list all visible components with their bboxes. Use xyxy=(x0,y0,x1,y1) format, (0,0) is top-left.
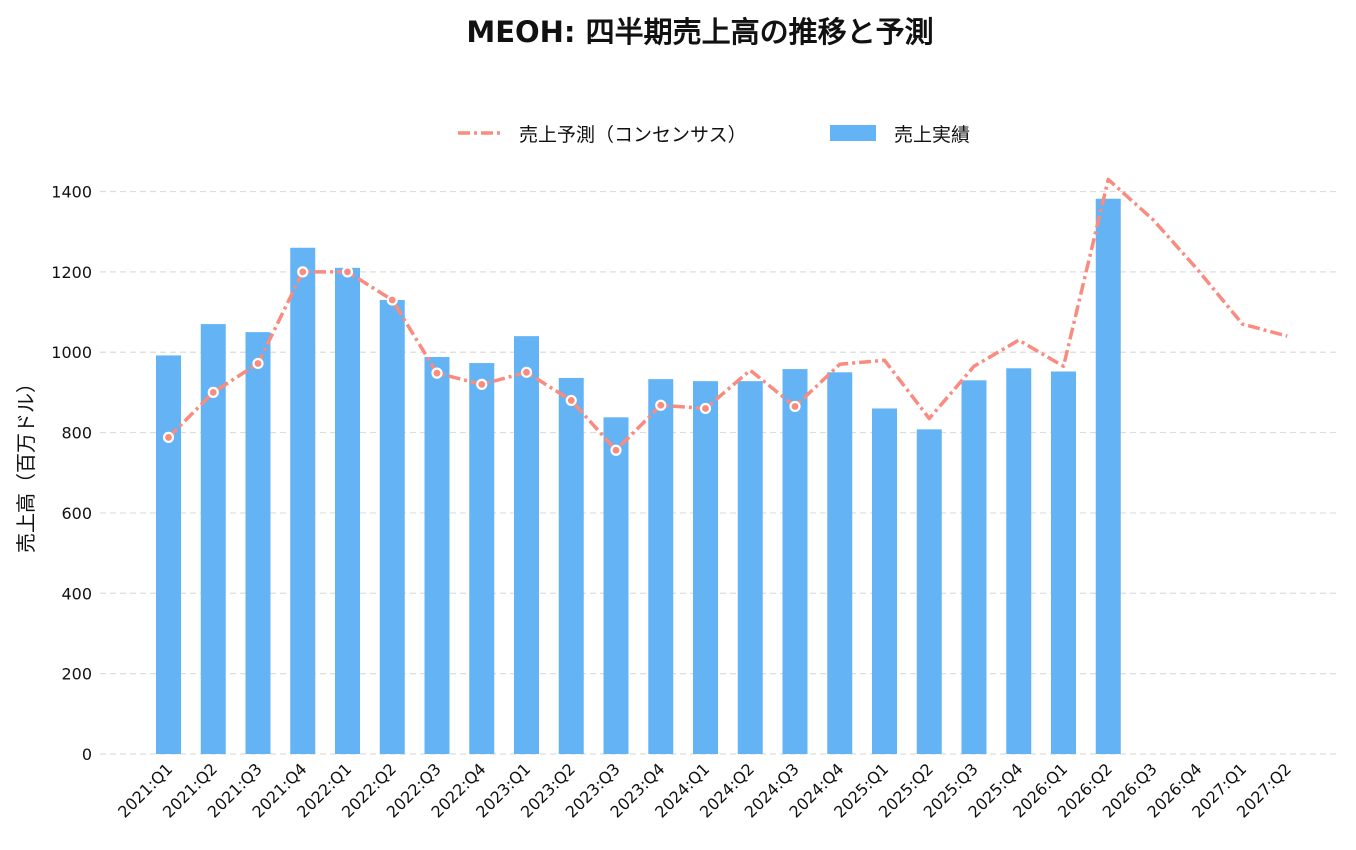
forecast-point xyxy=(341,266,354,278)
y-tick-label: 400 xyxy=(61,584,92,603)
forecast-point xyxy=(610,444,622,456)
forecast-point xyxy=(386,294,398,306)
bar-actual xyxy=(872,408,897,754)
y-tick-label: 1000 xyxy=(51,343,92,362)
bar-actual xyxy=(245,332,271,754)
bar-actual xyxy=(156,355,181,754)
y-tick-label: 0 xyxy=(82,745,92,764)
forecast-point xyxy=(699,402,712,415)
bar-actual xyxy=(737,381,763,754)
bar-actual xyxy=(961,380,987,754)
bar-actual xyxy=(693,381,718,754)
bar-series-actual xyxy=(156,198,1121,754)
bar-actual xyxy=(1095,198,1121,754)
bar-actual xyxy=(379,299,405,754)
legend-label-forecast: 売上予測（コンセンサス） xyxy=(519,124,747,146)
y-tick-label: 600 xyxy=(61,504,92,523)
forecast-line xyxy=(167,177,1288,452)
y-tick-label: 800 xyxy=(61,424,92,443)
forecast-point xyxy=(252,357,264,370)
bar-actual xyxy=(424,357,450,754)
forecast-point xyxy=(520,366,533,378)
y-tick-labels: 0 200 400 600 800 1000 1200 1400 xyxy=(51,183,92,765)
legend: 売上予測（コンセンサス） 売上実績 xyxy=(458,124,970,146)
forecast-point xyxy=(162,431,175,443)
forecast-point xyxy=(655,399,667,411)
bar-actual xyxy=(469,363,495,754)
forecast-point xyxy=(207,386,219,398)
x-tick-labels: 2021:Q12021:Q22021:Q32021:Q42022:Q12022:… xyxy=(114,759,1295,821)
forecast-point xyxy=(476,378,488,390)
gridlines xyxy=(100,190,1340,755)
bar-actual xyxy=(290,247,316,754)
forecast-point xyxy=(789,400,801,413)
forecast-point xyxy=(431,367,443,379)
legend-swatch-actual xyxy=(830,125,876,141)
bar-actual xyxy=(916,429,942,754)
bar-actual xyxy=(1006,368,1032,754)
chart-title: MEOH: 四半期売上高の推移と予測 xyxy=(466,15,933,49)
line-series-forecast xyxy=(162,177,1288,456)
bar-actual xyxy=(648,379,674,754)
y-tick-label: 1400 xyxy=(51,183,92,202)
bar-actual xyxy=(603,417,629,754)
y-tick-label: 1200 xyxy=(51,263,92,282)
legend-label-actual: 売上実績 xyxy=(894,124,970,146)
bar-actual xyxy=(827,372,853,754)
bar-actual xyxy=(1051,371,1076,754)
forecast-point xyxy=(565,394,577,407)
bar-actual xyxy=(514,336,539,754)
bar-actual xyxy=(782,369,808,754)
y-axis-label: 売上高（百万ドル） xyxy=(14,373,38,553)
y-tick-label: 200 xyxy=(61,665,92,684)
forecast-point xyxy=(297,266,309,278)
bar-actual xyxy=(335,267,360,754)
bar-actual xyxy=(558,377,584,754)
